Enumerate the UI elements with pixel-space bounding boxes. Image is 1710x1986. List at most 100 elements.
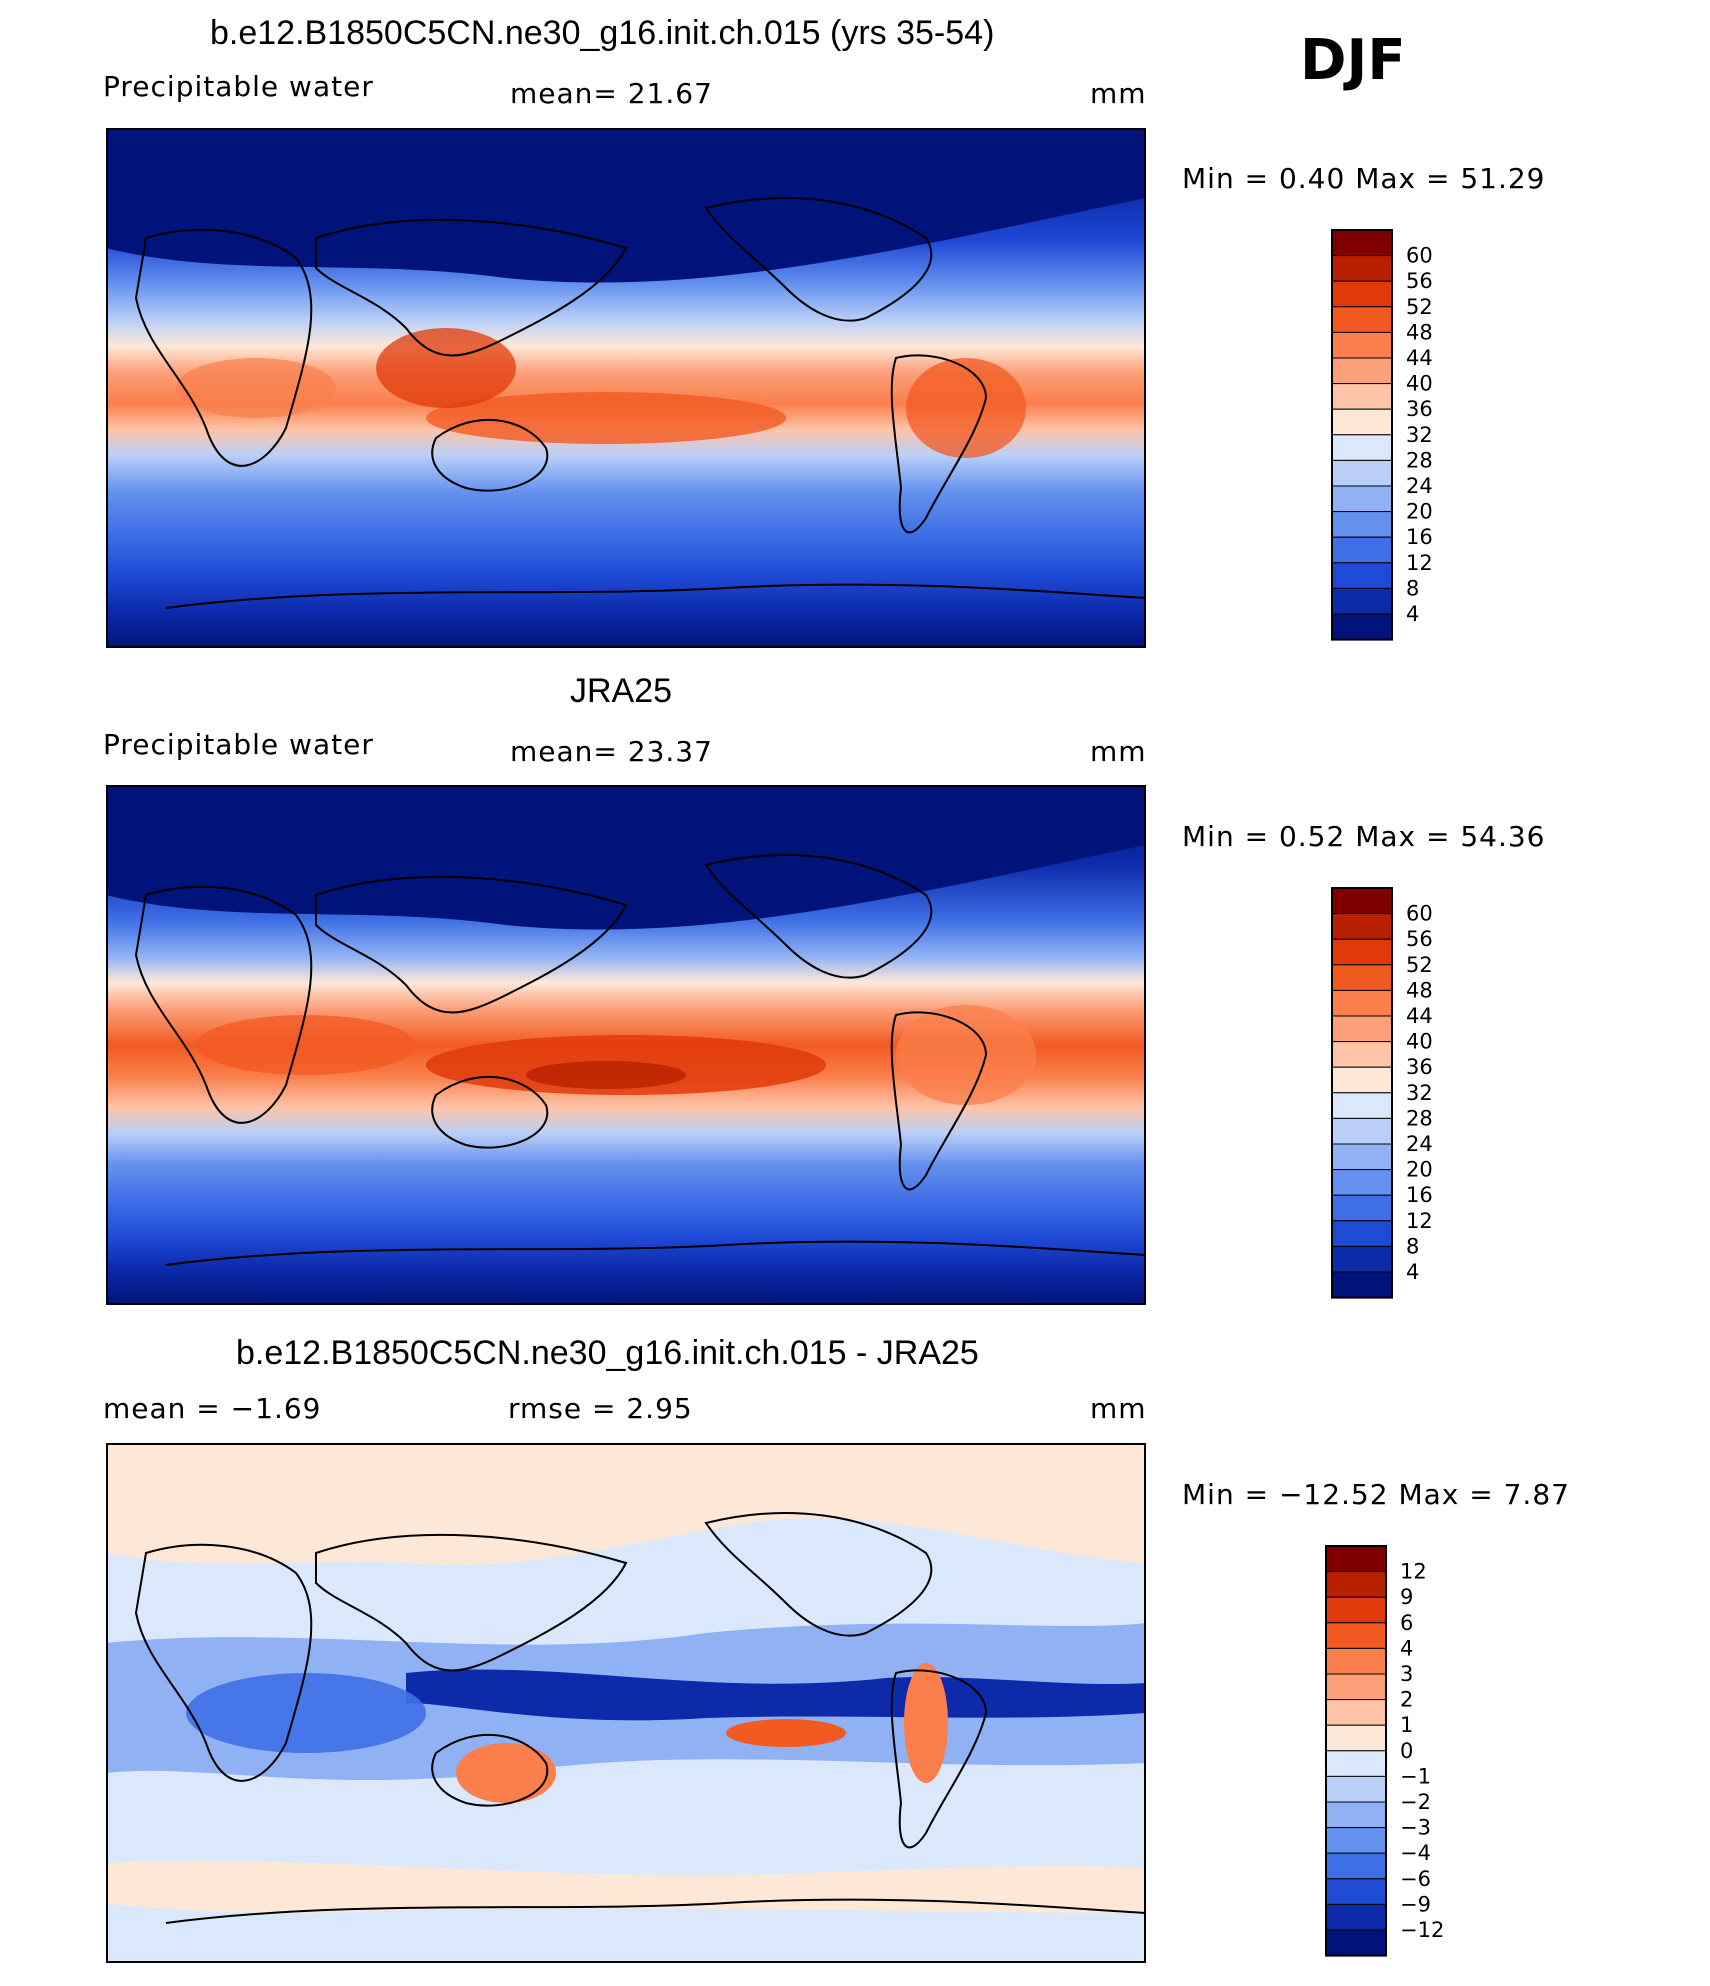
- panel2-warm-core: [526, 1061, 686, 1089]
- panel2-map: [106, 785, 1146, 1305]
- panel1-africa: [176, 358, 336, 418]
- panel2-frame: [106, 785, 1146, 1305]
- colorbar-swatch: [1331, 280, 1393, 308]
- colorbar-swatch: [1331, 1194, 1393, 1222]
- colorbar-tick-label: 32: [1406, 423, 1433, 447]
- panel3-north-positive: [106, 1443, 1146, 1565]
- colorbar-tick-label: 8: [1406, 576, 1419, 600]
- colorbar-swatch: [1331, 1245, 1393, 1273]
- colorbar-tick-label: 32: [1406, 1081, 1433, 1105]
- colorbar-tick-label: 20: [1406, 500, 1433, 524]
- colorbar-swatch: [1331, 1220, 1393, 1247]
- colorbar-swatch: [1325, 1699, 1387, 1726]
- panel1-units: mm: [1090, 77, 1147, 110]
- colorbar-swatch: [1325, 1724, 1387, 1752]
- colorbar-tick-label: 4: [1400, 1636, 1413, 1660]
- panel2-coastlines: [134, 854, 1146, 1266]
- colorbar-swatch: [1331, 485, 1393, 513]
- panel3-title: b.e12.B1850C5CN.ne30_g16.init.ch.015 - J…: [236, 1334, 979, 1372]
- colorbar-swatch: [1325, 1775, 1387, 1803]
- colorbar-swatch: [1325, 1852, 1387, 1880]
- colorbar-tick-label: 12: [1400, 1560, 1427, 1584]
- colorbar-swatch: [1325, 1647, 1387, 1675]
- panel1-mean: mean= 21.67: [510, 77, 713, 110]
- panel3-rmse: rmse = 2.95: [508, 1392, 693, 1425]
- colorbar-tick-label: 4: [1406, 1260, 1419, 1284]
- colorbar-swatch: [1331, 1169, 1393, 1196]
- panel2-arctic: [106, 785, 1146, 930]
- panel3-units: mm: [1090, 1392, 1147, 1425]
- colorbar-swatch: [1325, 1673, 1387, 1701]
- panel3-minmax: Min = −12.52 Max = 7.87: [1182, 1478, 1570, 1511]
- colorbar-tick-label: 6: [1400, 1611, 1413, 1635]
- colorbar-tick-label: 16: [1406, 1183, 1433, 1207]
- colorbar-tick-label: 36: [1406, 1055, 1433, 1079]
- colorbar-swatch: [1325, 1622, 1387, 1649]
- colorbar-swatch: [1325, 1750, 1387, 1777]
- panel1-amazon: [906, 358, 1026, 458]
- panel2-title: JRA25: [570, 672, 673, 710]
- panel3-andes-positive: [904, 1663, 948, 1783]
- colorbar-tick-label: 24: [1406, 1132, 1433, 1156]
- panel1-title: b.e12.B1850C5CN.ne30_g16.init.ch.015 (yr…: [210, 14, 995, 52]
- colorbar-tick-label: 40: [1406, 372, 1433, 396]
- colorbar-swatch: [1325, 1903, 1387, 1931]
- colorbar-swatch: [1331, 459, 1393, 487]
- colorbar-tick-label: 60: [1406, 902, 1433, 926]
- panel3-australia-positive: [456, 1743, 556, 1803]
- colorbar-tick-label: −3: [1400, 1816, 1431, 1840]
- colorbar-swatch: [1325, 1929, 1387, 1957]
- colorbar-swatch: [1325, 1571, 1387, 1598]
- colorbar-frame: [1331, 887, 1393, 1299]
- colorbar-swatch: [1331, 1041, 1393, 1068]
- colorbar-swatch: [1331, 1066, 1393, 1094]
- panel1-frame: [106, 128, 1146, 648]
- colorbar-tick-label: 4: [1406, 602, 1419, 626]
- colorbar-tick-label: −9: [1400, 1892, 1431, 1916]
- panel3-indian-ocean-negative: [186, 1673, 426, 1753]
- colorbar-swatch: [1325, 1545, 1387, 1573]
- colorbar-swatch: [1331, 562, 1393, 589]
- panel3-itcz-negative: [406, 1669, 1146, 1721]
- colorbar-swatch: [1331, 408, 1393, 436]
- colorbar-swatch: [1331, 964, 1393, 991]
- colorbar-swatch: [1331, 306, 1393, 333]
- colorbar-tick-label: 16: [1406, 525, 1433, 549]
- colorbar-tick-label: 52: [1406, 295, 1433, 319]
- colorbar-swatch: [1331, 229, 1393, 257]
- panel1-variable-label: Precipitable water: [103, 70, 374, 103]
- colorbar-swatch: [1331, 989, 1393, 1017]
- colorbar-tick-label: 48: [1406, 320, 1433, 344]
- colorbar-tick-label: 12: [1406, 1209, 1433, 1233]
- colorbar-swatch: [1325, 1878, 1387, 1905]
- panel3-mean: mean = −1.69: [103, 1392, 322, 1425]
- colorbar-swatch: [1331, 1143, 1393, 1171]
- colorbar-tick-label: 40: [1406, 1030, 1433, 1054]
- colorbar-swatch: [1331, 613, 1393, 641]
- colorbar-swatch: [1331, 1092, 1393, 1119]
- panel2-variable-label: Precipitable water: [103, 728, 374, 761]
- colorbar-tick-label: 52: [1406, 953, 1433, 977]
- panel1-warm-pool: [426, 392, 786, 444]
- panel2-amazon: [896, 1005, 1036, 1105]
- colorbar-tick-label: 60: [1406, 244, 1433, 268]
- colorbar-swatch: [1331, 887, 1393, 915]
- colorbar-frame: [1331, 229, 1393, 641]
- panel3-pacific-positive: [726, 1719, 846, 1747]
- colorbar-tick-label: 36: [1406, 397, 1433, 421]
- panel1-map: [106, 128, 1146, 648]
- season-label: DJF: [1300, 28, 1406, 93]
- panel3-frame: [106, 1443, 1146, 1963]
- panel2-indian-ocean: [196, 1015, 416, 1075]
- colorbar-swatch: [1331, 331, 1393, 359]
- panel2-mean: mean= 23.37: [510, 735, 713, 768]
- colorbar-swatch: [1331, 1015, 1393, 1043]
- colorbar-swatch: [1331, 913, 1393, 940]
- colorbar-tick-label: 44: [1406, 346, 1433, 370]
- colorbar-swatch: [1325, 1827, 1387, 1854]
- colorbar-tick-label: 56: [1406, 269, 1433, 293]
- colorbar-tick-label: 12: [1406, 551, 1433, 575]
- colorbar-swatch: [1331, 938, 1393, 966]
